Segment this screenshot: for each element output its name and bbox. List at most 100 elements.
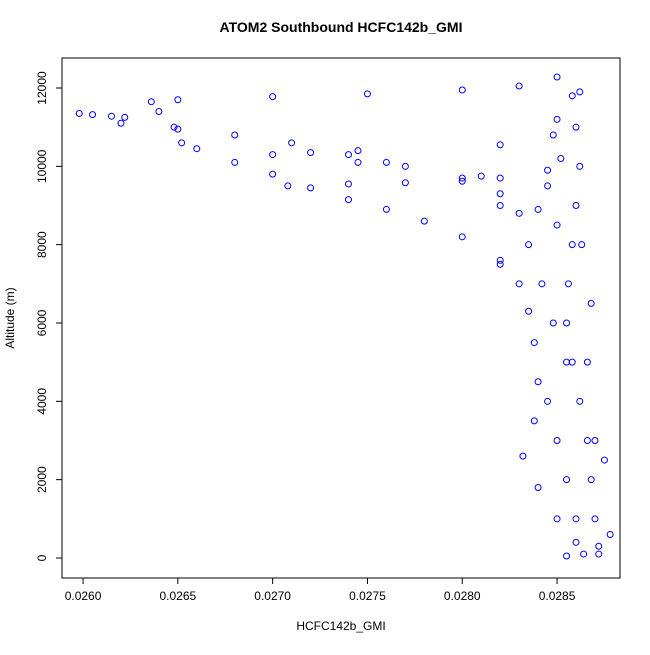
point [515,280,523,288]
point [382,205,390,213]
point [458,177,466,185]
point [174,125,182,133]
point [553,221,561,229]
point [580,550,588,558]
point [525,241,533,249]
y-tick-label: 4000 [35,388,49,415]
point [231,158,239,166]
point [75,109,83,117]
point [155,108,163,116]
point [563,552,571,560]
point [420,217,428,225]
point [553,515,561,523]
point [538,280,546,288]
point [525,307,533,315]
point [121,113,129,121]
point [515,209,523,217]
point [170,123,178,131]
point [583,358,591,366]
point [401,162,409,170]
point [557,154,565,162]
point [174,96,182,104]
point [496,174,504,182]
x-tick-label: 0.0275 [349,589,386,603]
point [600,456,608,464]
point [563,476,571,484]
point [269,151,277,159]
point [587,476,595,484]
point [288,139,296,147]
point [549,131,557,139]
point [530,339,538,347]
point [544,182,552,190]
point [496,190,504,198]
x-tick-label: 0.0260 [65,589,102,603]
y-axis-label: Altitude (m) [3,287,17,348]
point [307,184,315,192]
point [284,182,292,190]
point [595,542,603,550]
point [576,162,584,170]
point [553,73,561,81]
point [401,179,409,187]
point [354,158,362,166]
x-axis-label: HCFC142b_GMI [296,619,385,633]
plot-frame [61,57,621,579]
point [568,92,576,100]
point [606,530,614,538]
point [147,98,155,106]
point [595,550,603,558]
point [269,93,277,101]
point [534,483,542,491]
point [515,82,523,90]
point [354,147,362,155]
point [572,538,580,546]
point [307,149,315,157]
y-tick-label: 2000 [35,466,49,493]
point [458,86,466,94]
point [530,417,538,425]
point [591,515,599,523]
point [572,201,580,209]
point [344,151,352,159]
y-tick-label: 8000 [35,231,49,258]
x-tick-label: 0.0280 [444,589,481,603]
point [519,452,527,460]
x-tick-label: 0.0265 [159,589,196,603]
point [117,119,125,127]
chart-title: ATOM2 Southbound HCFC142b_GMI [220,19,463,35]
point [591,436,599,444]
point [563,319,571,327]
point [563,358,571,366]
point [496,141,504,149]
y-tick-label: 10000 [35,149,49,183]
point [496,260,504,268]
point [576,88,584,96]
x-tick-label: 0.0285 [539,589,576,603]
y-tick-label: 12000 [35,71,49,105]
point [587,299,595,307]
point [534,205,542,213]
point [544,166,552,174]
point [578,241,586,249]
point [572,515,580,523]
point [344,180,352,188]
point [553,436,561,444]
point [477,172,485,180]
point [496,201,504,209]
y-tick-label: 0 [35,554,49,561]
point [269,170,277,178]
point [458,174,466,182]
point [496,256,504,264]
point [572,123,580,131]
point [178,139,186,147]
point [89,111,97,119]
x-tick-label: 0.0270 [254,589,291,603]
point [193,145,201,153]
point [568,241,576,249]
point [549,319,557,327]
point [576,397,584,405]
point [553,115,561,123]
point [544,397,552,405]
